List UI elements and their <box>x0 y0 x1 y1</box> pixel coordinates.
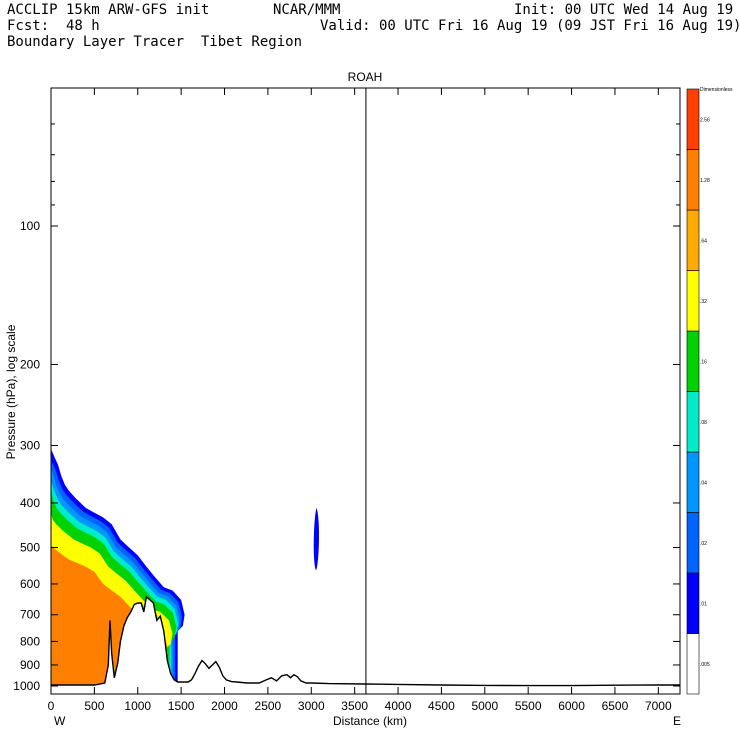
west-label: W <box>54 714 66 728</box>
x-tick-label: 2000 <box>211 699 238 713</box>
tracer-isolated-blob <box>313 507 319 571</box>
tracer-band-orange <box>51 515 168 685</box>
terrain-line <box>51 595 680 687</box>
x-tick-label: 3000 <box>298 699 325 713</box>
x-axis-label: Distance (km) <box>333 714 407 728</box>
colorbar-swatch <box>686 391 700 453</box>
y-tick-label: 1000 <box>13 679 40 693</box>
fcst-value: 48 h <box>66 18 100 34</box>
model-title: ACCLIP 15km ARW-GFS init <box>7 2 210 18</box>
plot-frame <box>50 87 681 695</box>
x-tick-label: 6000 <box>558 699 585 713</box>
x-tick-label: 4000 <box>385 699 412 713</box>
y-axis-label: Pressure (hPa), log scale <box>4 324 18 459</box>
y-tick-label: 400 <box>20 496 40 510</box>
x-tick-label: 5500 <box>515 699 542 713</box>
x-tick-label: 6500 <box>602 699 629 713</box>
colorbar-level-label: 2.56 <box>700 117 710 123</box>
x-tick-label: 1000 <box>124 699 151 713</box>
x-tick-label: 2500 <box>255 699 282 713</box>
x-tick-label: 3500 <box>341 699 368 713</box>
x-tick-label: 5000 <box>471 699 498 713</box>
colorbar: .005 .01 .02 .04 .08 .16 .32 .64 1.28 2.56 Dimensi… <box>686 87 733 695</box>
y-tick-label: 200 <box>20 357 40 371</box>
init-time: Init: 00 UTC Wed 14 Aug 19 <box>514 2 734 18</box>
east-label: E <box>673 714 681 728</box>
colorbar-level-label: .01 <box>700 601 707 607</box>
colorbar-level-label: 1.28 <box>700 178 710 184</box>
colorbar-swatch <box>686 149 700 211</box>
valid-time: Valid: 00 UTC Fri 16 Aug 19 (09 JST Fri … <box>320 18 740 34</box>
colorbar-title: Dimensionless <box>700 87 733 93</box>
colorbar-level-label: .005 <box>700 662 710 668</box>
x-tick-label: 4500 <box>428 699 455 713</box>
colorbar-level-label: .02 <box>700 541 707 547</box>
colorbar-swatch <box>686 633 700 695</box>
product-title: Boundary Layer Tracer Tibet Region <box>7 34 303 50</box>
colorbar-level-label: .64 <box>700 238 707 244</box>
y-tick-label: 900 <box>20 658 40 672</box>
colorbar-level-label: .32 <box>700 299 707 305</box>
colorbar-swatch <box>686 572 700 634</box>
colorbar-swatch <box>686 451 700 513</box>
center-label: NCAR/MMM <box>273 2 341 18</box>
y-axis: 100 200 300 400 500 600 700 800 900 1000 <box>13 123 680 693</box>
chart-title: ROAH <box>348 70 383 84</box>
below-terrain-mask <box>51 596 680 694</box>
colorbar-swatch <box>686 512 700 574</box>
x-tick-label: 7000 <box>645 699 672 713</box>
colorbar-swatch <box>686 270 700 332</box>
y-tick-label: 100 <box>20 219 40 233</box>
colorbar-level-label: .04 <box>700 480 707 486</box>
colorbar-level-label: .08 <box>700 420 707 426</box>
tracer-layers <box>51 448 680 694</box>
colorbar-level-label: .16 <box>700 359 707 365</box>
y-tick-label: 800 <box>20 634 40 648</box>
colorbar-swatch <box>686 88 700 150</box>
x-tick-label: 500 <box>84 699 104 713</box>
y-tick-label: 700 <box>20 608 40 622</box>
y-tick-label: 600 <box>20 577 40 591</box>
colorbar-swatch <box>686 209 700 271</box>
x-tick-label: 1500 <box>168 699 195 713</box>
y-tick-label: 500 <box>20 541 40 555</box>
colorbar-swatch <box>686 330 700 392</box>
fcst-label: Fcst: <box>7 18 50 34</box>
y-tick-label: 300 <box>20 438 40 452</box>
x-tick-label: 0 <box>48 699 55 713</box>
x-axis: 0 500 1000 1500 2000 2500 3000 3500 4000 4500 5000… <box>48 88 672 713</box>
